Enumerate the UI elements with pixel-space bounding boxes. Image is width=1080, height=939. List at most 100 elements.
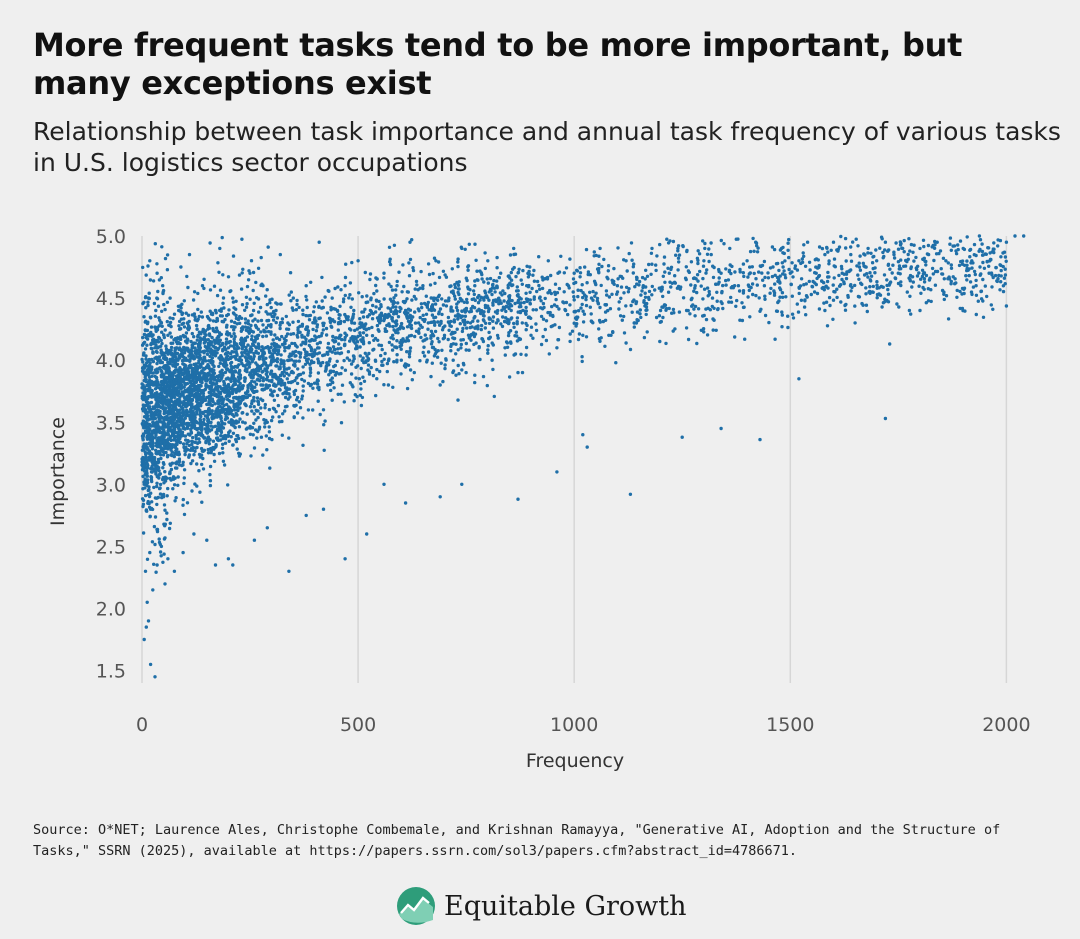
scatter-point [886,262,891,266]
scatter-point [380,313,384,318]
scatter-point [915,274,920,278]
scatter-point [163,508,167,512]
scatter-point [309,280,313,284]
scatter-point [154,395,158,399]
scatter-point [485,277,489,281]
scatter-point [978,238,983,242]
scatter-point [994,265,998,270]
scatter-point [215,316,219,321]
scatter-point [515,316,520,320]
scatter-point [885,278,889,282]
scatter-point [860,282,864,287]
scatter-point [278,321,283,325]
scatter-point [393,345,397,349]
scatter-point [912,243,916,247]
scatter-point [417,309,421,313]
scatter-point [150,347,154,351]
scatter-point [459,315,463,320]
scatter-point [831,317,835,321]
scatter-point [640,289,644,293]
scatter-point [892,252,896,257]
scatter-point [350,260,354,265]
scatter-point [711,328,715,332]
scatter-point [639,293,643,297]
scatter-point [220,446,225,450]
scatter-point [456,290,460,295]
scatter-point [208,350,212,354]
scatter-point [196,334,200,339]
scatter-point [487,330,491,335]
scatter-point [154,472,158,476]
scatter-point [851,240,855,244]
scatter-point [352,321,357,325]
scatter-point [629,303,633,308]
scatter-point [284,334,288,338]
scatter-point [257,357,262,361]
scatter-point [676,268,680,272]
scatter-point [170,407,174,411]
scatter-point [280,342,285,347]
scatter-point [340,337,344,342]
scatter-point [579,306,583,310]
scatter-point [411,266,415,270]
scatter-point [456,348,460,352]
scatter-point [888,280,893,284]
scatter-point [624,285,629,289]
scatter-point [491,367,495,372]
scatter-point [177,418,181,423]
scatter-point [902,250,906,254]
scatter-point [231,431,236,435]
scatter-point [287,366,291,370]
scatter-point [221,320,226,324]
scatter-point [865,309,869,314]
scatter-point [754,277,758,281]
scatter-point [292,415,296,419]
scatter-point [803,264,808,268]
scatter-point [628,347,633,352]
scatter-point [436,260,441,264]
scatter-point [232,337,236,341]
scatter-point [655,254,659,258]
scatter-point [832,276,836,280]
scatter-point [696,261,700,266]
scatter-point [501,289,505,293]
scatter-point [165,253,170,257]
scatter-point [253,338,257,342]
scatter-point [661,274,665,278]
scatter-point [166,557,170,561]
scatter-point [722,242,726,246]
scatter-point [159,368,163,373]
scatter-point [441,379,445,384]
scatter-point [179,421,184,425]
scatter-point [883,416,888,421]
scatter-point [781,245,785,250]
scatter-point [935,269,940,274]
scatter-point [332,340,336,344]
scatter-point [663,270,667,274]
scatter-point [241,436,245,440]
scatter-point [482,298,486,302]
scatter-point [240,271,244,275]
scatter-point [420,305,424,310]
scatter-point [413,287,417,291]
scatter-point [247,365,251,369]
scatter-point [394,330,398,335]
scatter-point [605,293,609,297]
scatter-point [787,237,791,242]
scatter-point [382,271,386,275]
scatter-point [384,313,388,317]
scatter-point [839,234,843,239]
scatter-point [335,359,339,363]
scatter-point [513,301,517,306]
scatter-point [615,284,620,288]
scatter-point [477,307,481,311]
scatter-point [750,282,755,286]
scatter-point [297,350,301,355]
scatter-point [508,281,512,285]
scatter-point [192,335,196,339]
scatter-point [142,426,146,430]
scatter-point [778,286,782,290]
scatter-point [669,285,673,289]
scatter-point [474,258,478,262]
scatter-point [670,311,674,315]
